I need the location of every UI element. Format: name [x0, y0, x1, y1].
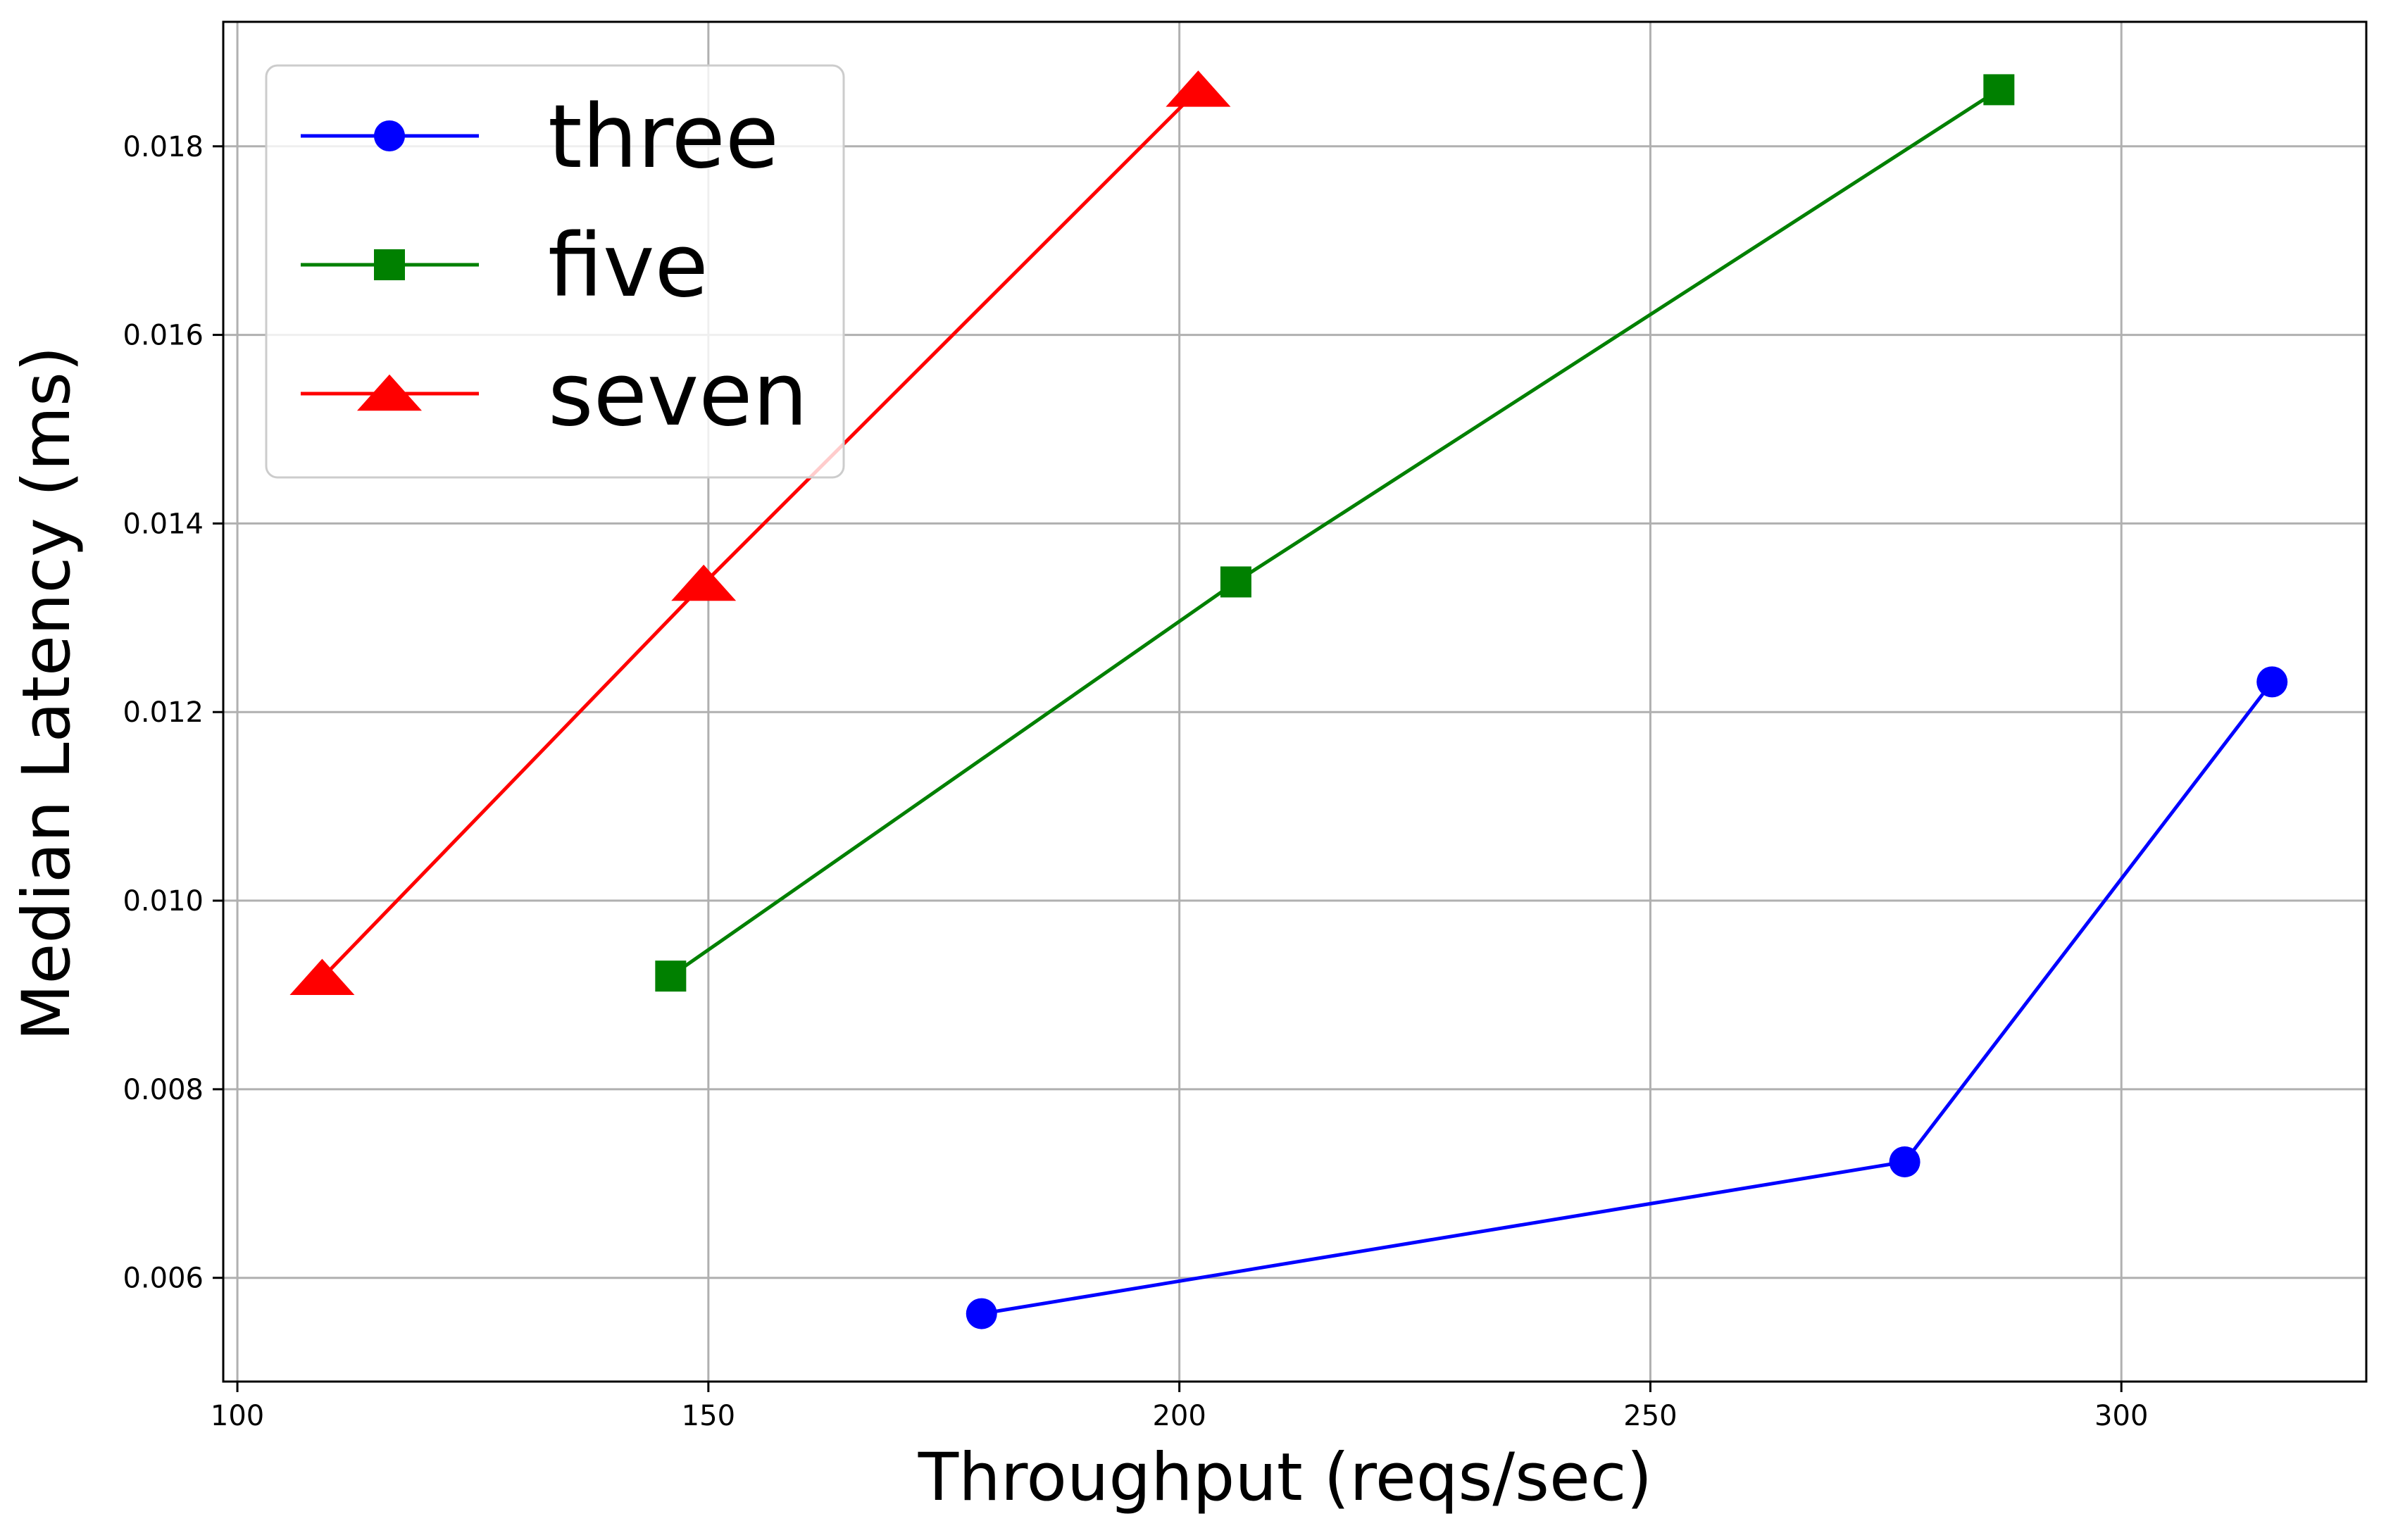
data-point [671, 564, 737, 601]
legend-marker [374, 120, 405, 151]
legend-entry-three: three [301, 87, 779, 188]
series-layer [289, 70, 2288, 1329]
series-three [966, 666, 2288, 1329]
legend-label: five [548, 215, 708, 317]
data-point [289, 958, 355, 996]
legend-label: seven [548, 344, 808, 446]
legend-box [265, 64, 845, 479]
legend-label: three [548, 87, 779, 188]
series-five [655, 74, 2015, 992]
series-seven [289, 70, 1231, 996]
y-tick-label: 0.008 [123, 1074, 204, 1106]
legend-entry-seven: seven [301, 344, 808, 446]
axes: 100 150 200 250 300 0.006 0.008 0.010 0.012 0.014… [123, 20, 2368, 1432]
data-point [1166, 70, 1231, 107]
x-tick-label: 150 [682, 1400, 735, 1432]
plot-frame [222, 20, 2368, 1383]
x-axis-title: Throughput (reqs/sec) [918, 1439, 1652, 1516]
y-tick-label: 0.018 [123, 131, 204, 163]
data-point [655, 960, 687, 992]
x-tick-label: 100 [211, 1400, 264, 1432]
data-point [1220, 566, 1251, 598]
y-axis-title: Median Latency (ms) [8, 346, 85, 1041]
data-point [966, 1298, 997, 1329]
y-tick-label: 0.006 [123, 1263, 204, 1295]
data-point [1983, 74, 2015, 106]
y-tick-label: 0.014 [123, 508, 204, 540]
legend: three five seven [265, 64, 845, 479]
y-tick-label: 0.010 [123, 885, 204, 918]
y-tick-label: 0.012 [123, 696, 204, 729]
legend-entry-five: five [301, 215, 708, 317]
x-tick-label: 250 [1623, 1400, 1677, 1432]
legend-marker [357, 374, 422, 411]
y-tick-label: 0.016 [123, 320, 204, 352]
data-point [1889, 1146, 1920, 1177]
legend-marker [374, 249, 405, 280]
x-tick-label: 300 [2094, 1400, 2148, 1432]
data-point [2256, 666, 2288, 698]
x-tick-label: 200 [1152, 1400, 1206, 1432]
